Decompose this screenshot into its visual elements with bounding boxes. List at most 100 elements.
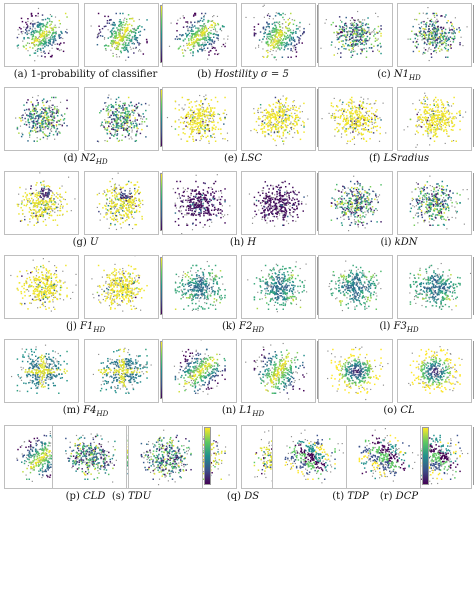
data-point bbox=[134, 109, 136, 112]
data-point bbox=[55, 192, 58, 194]
data-point bbox=[414, 108, 417, 111]
data-point bbox=[124, 24, 126, 26]
data-point bbox=[32, 192, 35, 194]
data-point bbox=[196, 123, 198, 126]
data-point bbox=[341, 46, 343, 48]
data-point bbox=[279, 39, 282, 42]
background-point bbox=[275, 121, 278, 123]
data-point bbox=[56, 121, 58, 123]
data-point bbox=[98, 32, 100, 35]
data-point bbox=[24, 117, 26, 120]
data-point bbox=[50, 200, 53, 202]
background-point bbox=[378, 140, 381, 142]
data-point bbox=[47, 126, 50, 128]
data-point bbox=[214, 28, 217, 30]
data-point bbox=[439, 37, 441, 40]
data-point bbox=[113, 186, 116, 188]
data-point bbox=[117, 41, 120, 43]
data-point bbox=[340, 35, 342, 37]
data-point bbox=[412, 41, 415, 43]
data-point bbox=[115, 210, 117, 213]
background-point bbox=[216, 31, 218, 33]
scatter-plot-b-1 bbox=[162, 3, 237, 67]
data-point bbox=[428, 127, 430, 129]
data-point bbox=[350, 27, 352, 29]
data-point bbox=[116, 41, 119, 44]
background-point bbox=[127, 205, 130, 207]
data-point bbox=[204, 132, 206, 135]
data-point bbox=[198, 115, 201, 117]
data-point bbox=[66, 203, 68, 205]
data-point bbox=[34, 45, 36, 47]
data-point bbox=[120, 194, 123, 196]
data-point bbox=[285, 99, 287, 101]
data-point bbox=[433, 110, 436, 112]
data-point bbox=[263, 122, 266, 124]
data-point bbox=[27, 120, 29, 122]
data-point bbox=[98, 203, 101, 205]
data-point bbox=[188, 117, 191, 119]
background-point bbox=[436, 18, 438, 20]
data-point bbox=[193, 33, 195, 35]
background-point bbox=[307, 118, 309, 120]
background-point bbox=[37, 37, 40, 39]
background-point bbox=[285, 124, 287, 127]
data-point bbox=[274, 44, 276, 46]
data-point bbox=[113, 194, 116, 196]
data-point bbox=[55, 124, 58, 126]
data-point bbox=[113, 22, 116, 24]
data-point bbox=[196, 108, 198, 110]
data-point bbox=[451, 23, 453, 25]
background-point bbox=[432, 114, 434, 116]
data-point bbox=[253, 32, 256, 34]
data-point bbox=[39, 34, 42, 36]
data-point bbox=[216, 100, 219, 103]
background-point bbox=[49, 50, 51, 52]
data-point bbox=[279, 114, 281, 116]
data-point bbox=[196, 34, 198, 36]
data-point bbox=[436, 126, 439, 128]
data-point bbox=[26, 114, 28, 116]
background-point bbox=[74, 198, 76, 200]
data-point bbox=[186, 126, 189, 128]
data-point bbox=[31, 36, 34, 38]
data-point bbox=[131, 111, 133, 113]
background-point bbox=[204, 41, 206, 43]
data-point bbox=[409, 38, 412, 40]
data-point bbox=[35, 215, 37, 218]
data-point bbox=[424, 118, 427, 120]
background-point bbox=[186, 121, 188, 123]
data-point bbox=[452, 32, 454, 35]
data-point bbox=[123, 196, 125, 199]
data-point bbox=[115, 32, 117, 35]
data-point bbox=[213, 133, 215, 135]
data-point bbox=[49, 43, 52, 45]
data-point bbox=[344, 129, 346, 132]
data-point bbox=[429, 119, 432, 121]
data-point bbox=[339, 26, 342, 28]
background-point bbox=[373, 103, 375, 105]
data-point bbox=[146, 125, 148, 127]
data-point bbox=[440, 36, 442, 39]
background-point bbox=[140, 118, 142, 120]
background-point bbox=[226, 132, 229, 134]
data-point bbox=[264, 28, 267, 31]
data-point bbox=[292, 123, 294, 126]
data-point bbox=[296, 123, 298, 125]
data-point bbox=[273, 131, 276, 134]
data-point bbox=[435, 49, 437, 52]
data-point bbox=[121, 201, 124, 203]
data-point bbox=[125, 28, 128, 30]
background-point bbox=[370, 32, 372, 34]
scatter-plot-g-1 bbox=[4, 171, 79, 235]
data-point bbox=[44, 45, 46, 48]
data-point bbox=[210, 114, 213, 116]
data-point bbox=[146, 40, 148, 43]
background-point bbox=[55, 33, 57, 35]
data-point bbox=[115, 48, 117, 50]
data-point bbox=[213, 121, 215, 123]
data-point bbox=[451, 125, 454, 128]
data-point bbox=[440, 114, 443, 116]
data-point bbox=[434, 134, 436, 136]
data-point bbox=[143, 28, 146, 31]
